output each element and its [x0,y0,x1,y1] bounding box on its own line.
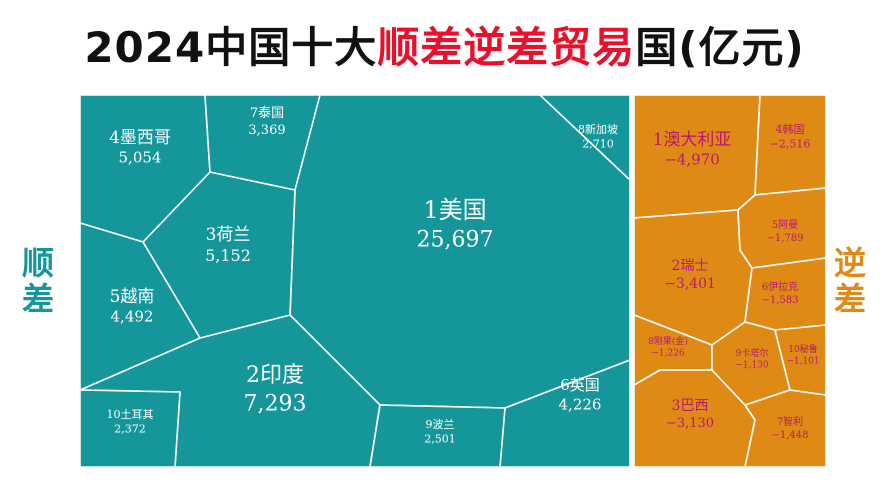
deficit-group: 1澳大利亚−4,970 2瑞士 −3,401 3巴西 −3,130 4韩国−2,516 5阿… [633,94,827,468]
surplus-cell-2-value: 7,293 [244,392,307,417]
deficit-cell-3-label: 3巴西 [672,398,709,414]
deficit-cell-10-label: 10秘鲁 [788,343,817,355]
surplus-cell-5-value: 4,492 [111,308,154,326]
surplus-cell-2-label: 2印度 [246,363,304,388]
surplus-cell-9-label: 9波兰 [426,418,455,431]
surplus-cell-10-value: 2,372 [114,422,146,435]
deficit-side-label: 逆差 [833,244,866,318]
surplus-cell-8-label: 8新加坡 [578,122,618,136]
surplus-cell-8-value: 2,710 [582,137,614,150]
deficit-cell-5-value: −1,789 [766,233,803,244]
deficit-cell-4-value: −2,516 [770,137,811,150]
deficit-cell-3-value: −3,130 [666,416,714,431]
surplus-cell-7-value: 3,369 [248,123,285,138]
deficit-cell-9-label: 9卡塔尔 [736,347,769,359]
surplus-cell-6-value: 4,226 [559,396,602,414]
deficit-cell-9-value: −1,130 [735,361,769,371]
chart-title: 2024中国十大顺差逆差贸易国(亿元) [0,22,889,74]
surplus-cell-6-label: 6英国 [560,376,600,394]
deficit-cell-2-value: −3,401 [664,276,716,292]
title-prefix: 2024中国十大 [84,23,378,72]
surplus-cell-1-label: 1美国 [423,196,486,224]
surplus-cell-7-label: 7泰国 [250,106,284,121]
deficit-frame-border [633,94,827,468]
surplus-cell-4-label: 4墨西哥 [109,128,171,148]
deficit-cell-5-label: 5阿曼 [772,219,798,231]
deficit-cell-1-label: 1澳大利亚 [653,130,732,150]
title-highlight: 顺差逆差贸易 [377,23,636,72]
surplus-side-label: 顺差 [21,244,54,318]
deficit-cell-10-value: −1,101 [786,357,819,367]
surplus-cell-5-label: 5越南 [110,287,155,307]
surplus-cell-10-label: 10土耳其 [107,408,154,421]
surplus-cell-1-value: 25,697 [417,228,494,253]
deficit-cell-7-value: −1,448 [771,430,808,441]
deficit-cell-1-value: −4,970 [664,151,720,169]
surplus-cell-9-value: 2,501 [424,432,456,445]
surplus-cell-3-value: 5,152 [205,246,251,265]
surplus-cell-3-label: 3荷兰 [206,225,251,245]
deficit-cell-8-value: −1,226 [651,349,685,359]
deficit-cell-6-value: −1,583 [761,295,798,306]
surplus-frame-border [79,94,631,468]
deficit-cell-7-label: 7智利 [777,415,803,428]
deficit-cell-6[interactable] [744,257,827,331]
title-suffix: 国(亿元) [635,23,805,72]
deficit-cell-8-label: 8刚果(金) [648,335,688,347]
surplus-cell-4-value: 5,054 [119,149,162,167]
deficit-cell-4-label: 4韩国 [776,122,805,136]
deficit-cell-2-label: 2瑞士 [672,258,709,274]
deficit-cell-6-label: 6伊拉克 [762,280,798,293]
